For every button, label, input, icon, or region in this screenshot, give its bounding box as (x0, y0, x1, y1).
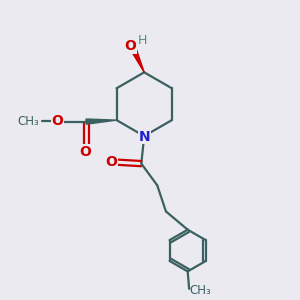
Polygon shape (132, 50, 144, 72)
Text: O: O (124, 39, 136, 53)
Text: O: O (80, 145, 92, 159)
Text: CH₃: CH₃ (189, 284, 211, 297)
Text: O: O (105, 155, 117, 169)
Text: O: O (51, 114, 63, 128)
Text: CH₃: CH₃ (17, 115, 39, 128)
Polygon shape (86, 119, 117, 124)
Text: N: N (139, 130, 151, 144)
Text: H: H (137, 34, 147, 47)
